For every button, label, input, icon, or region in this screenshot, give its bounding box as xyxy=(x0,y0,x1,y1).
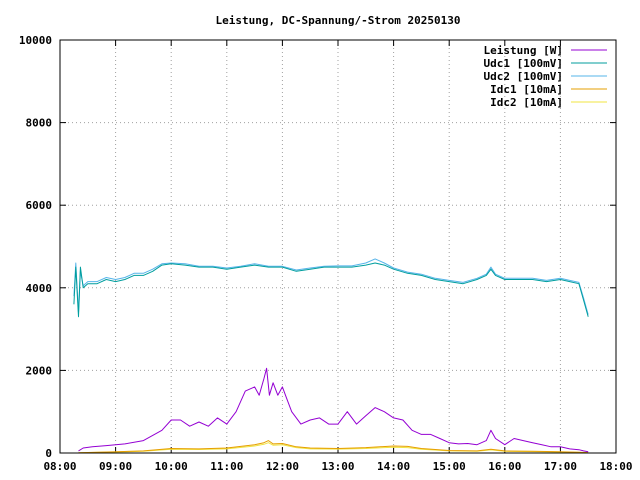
series-line-0 xyxy=(78,367,589,453)
x-tick-label: 09:00 xyxy=(99,460,132,473)
grid-lines xyxy=(60,40,616,453)
y-tick-label: 6000 xyxy=(26,199,53,212)
legend-label: Udc2 [100mV] xyxy=(484,70,563,83)
plot-frame xyxy=(59,39,617,454)
x-tick-label: 13:00 xyxy=(321,460,354,473)
series-lines xyxy=(73,258,589,454)
legend-label: Leistung [W] xyxy=(484,44,563,57)
x-tick-label: 11:00 xyxy=(210,460,243,473)
x-tick-label: 08:00 xyxy=(43,460,76,473)
y-tick-label: 2000 xyxy=(26,364,53,377)
series-line-3 xyxy=(78,440,589,454)
x-tick-label: 16:00 xyxy=(488,460,521,473)
chart-title: Leistung, DC-Spannung/-Strom 20250130 xyxy=(215,14,460,27)
legend-label: Idc2 [10mA] xyxy=(490,96,563,109)
y-tick-label: 10000 xyxy=(19,34,52,47)
series-line-2 xyxy=(73,258,589,315)
x-tick-label: 12:00 xyxy=(266,460,299,473)
y-tick-label: 4000 xyxy=(26,282,53,295)
legend: Leistung [W]Udc1 [100mV]Udc2 [100mV]Idc1… xyxy=(484,44,607,109)
y-tick-label: 0 xyxy=(45,447,52,460)
y-axis-ticks: 0 2000 4000 6000 8000 10000 xyxy=(19,34,616,460)
y-tick-label: 8000 xyxy=(26,117,53,130)
legend-label: Idc1 [10mA] xyxy=(490,83,563,96)
x-tick-label: 17:00 xyxy=(544,460,577,473)
x-tick-label: 14:00 xyxy=(377,460,410,473)
x-tick-label: 15:00 xyxy=(433,460,466,473)
x-axis-ticks: 08:00 09:00 10:00 11:00 12:00 13:00 14:00 15:00… xyxy=(43,40,633,473)
x-tick-label: 18:00 xyxy=(599,460,632,473)
legend-label: Udc1 [100mV] xyxy=(484,57,563,70)
series-line-1 xyxy=(73,262,589,318)
x-tick-label: 10:00 xyxy=(155,460,188,473)
